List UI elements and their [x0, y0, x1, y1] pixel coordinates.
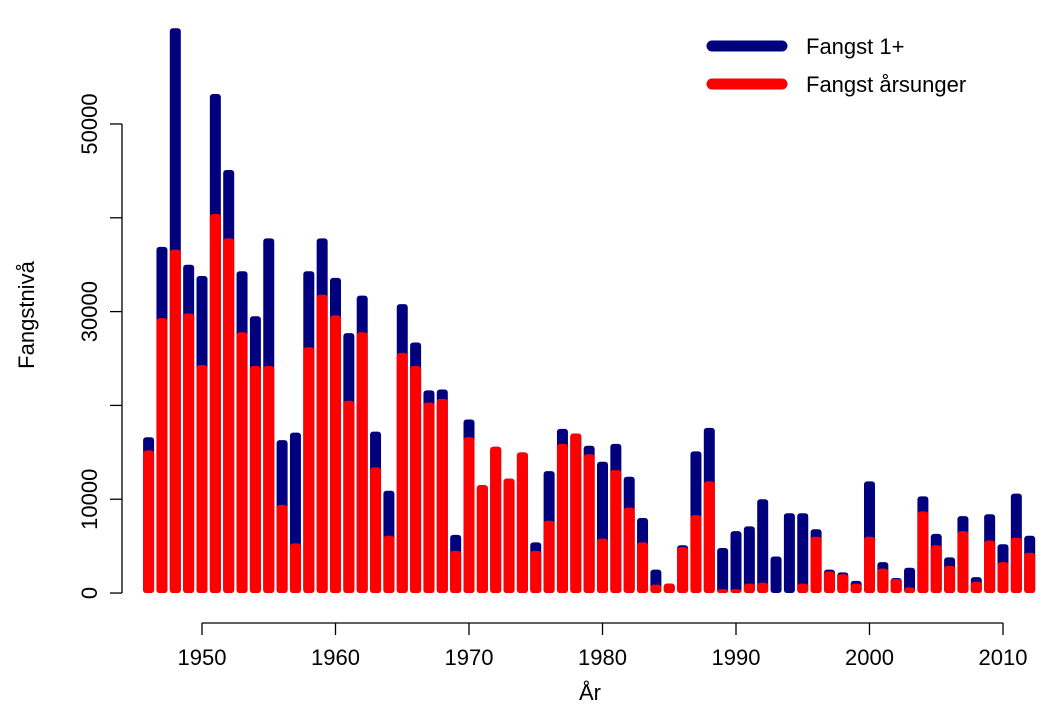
bar — [570, 433, 582, 594]
bar — [556, 443, 568, 594]
x-axis-label: År — [579, 680, 601, 705]
legend-label: Fangst årsunger — [806, 72, 966, 97]
x-tick-label: 1950 — [178, 645, 227, 670]
bar — [530, 550, 542, 594]
bar — [623, 507, 635, 594]
bar — [343, 400, 355, 594]
x-tick-label: 1960 — [311, 645, 360, 670]
bar — [823, 571, 835, 594]
x-tick-label: 1990 — [712, 645, 761, 670]
bar — [1024, 552, 1036, 594]
y-tick-label: 0 — [77, 587, 102, 599]
legend-label: Fangst 1+ — [806, 34, 904, 59]
bar — [383, 535, 395, 594]
bar — [610, 470, 622, 594]
bar — [944, 565, 956, 594]
bar — [970, 581, 982, 594]
bar — [236, 332, 248, 594]
bar — [783, 513, 795, 594]
bar — [717, 589, 729, 594]
bar — [877, 568, 889, 594]
bar — [904, 567, 916, 594]
bar — [503, 478, 515, 594]
x-tick-label: 1970 — [445, 645, 494, 670]
bar — [717, 548, 729, 594]
bar — [410, 366, 422, 594]
bar — [196, 365, 208, 594]
bar — [1010, 537, 1022, 594]
bar — [476, 485, 488, 594]
bar — [516, 452, 528, 594]
y-tick-label: 50000 — [77, 93, 102, 154]
bar — [330, 315, 341, 594]
bar — [797, 583, 809, 594]
bar — [677, 547, 689, 594]
bar — [770, 556, 782, 594]
y-axis-label: Fangstnivå — [14, 260, 39, 368]
bar — [850, 583, 862, 594]
bar — [984, 540, 996, 594]
bar — [650, 584, 662, 594]
bar — [396, 352, 408, 594]
x-tick-label: 1980 — [578, 645, 627, 670]
bar — [490, 446, 502, 594]
bar — [730, 531, 742, 594]
bar — [703, 481, 715, 594]
bar — [183, 313, 195, 594]
y-tick-label: 30000 — [77, 281, 102, 342]
bar — [930, 545, 942, 594]
bar — [663, 583, 675, 594]
bar — [289, 543, 301, 594]
bar — [957, 531, 969, 594]
bar — [303, 347, 315, 594]
bar — [583, 454, 595, 594]
bar — [743, 526, 755, 594]
bar — [690, 515, 702, 594]
bar — [890, 578, 902, 594]
bar — [637, 542, 649, 594]
bar — [169, 249, 181, 594]
bar — [837, 574, 849, 594]
bar — [864, 536, 875, 594]
bar — [730, 589, 742, 594]
bar — [757, 499, 769, 594]
bar — [543, 520, 555, 594]
bar — [143, 450, 155, 594]
bar — [810, 536, 822, 594]
bar — [263, 366, 275, 594]
bar — [797, 513, 809, 594]
bar — [209, 214, 221, 594]
bar — [356, 332, 368, 594]
bar — [223, 238, 235, 594]
x-tick-label: 2010 — [979, 645, 1028, 670]
bar — [436, 398, 448, 594]
x-tick-label: 2000 — [845, 645, 894, 670]
bar — [463, 437, 475, 594]
bar — [156, 318, 168, 594]
bar — [743, 583, 755, 594]
bar — [597, 538, 608, 594]
bar — [276, 504, 288, 594]
bar — [370, 467, 382, 594]
bar — [316, 294, 328, 594]
bar — [450, 550, 462, 594]
bar — [249, 366, 261, 594]
bar — [917, 511, 929, 594]
bar — [757, 582, 769, 594]
bar — [423, 402, 435, 594]
bar — [904, 587, 916, 594]
y-tick-label: 10000 — [77, 469, 102, 530]
bar — [997, 562, 1009, 594]
